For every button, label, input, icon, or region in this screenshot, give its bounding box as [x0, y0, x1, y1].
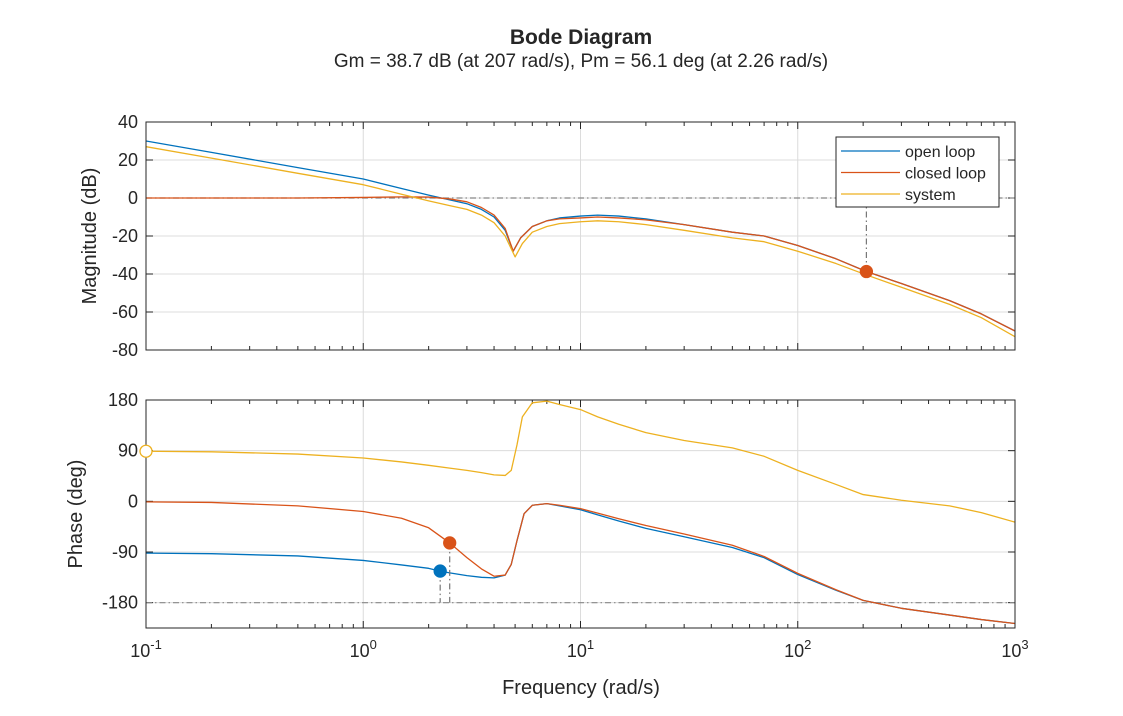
- chart-subtitle: Gm = 38.7 dB (at 207 rad/s), Pm = 56.1 d…: [334, 51, 828, 72]
- x-tick-labels: 10-1 100 101 102 103: [130, 637, 1028, 661]
- legend-label-open-loop: open loop: [905, 144, 975, 161]
- magnitude-axes: 40 20 0 -20 -40 -60 -80 open loop closed loop sys…: [112, 112, 1016, 360]
- magnitude-data: [146, 140, 1015, 338]
- magnitude-series-closed-loop: [146, 196, 1015, 332]
- chart-title: Bode Diagram: [510, 26, 652, 49]
- phase-data: [146, 400, 1015, 625]
- phase-series-system: [146, 400, 1015, 523]
- x-tick-label: 100: [350, 637, 377, 661]
- phase-y-tick-label: -90: [112, 542, 138, 562]
- x-tick-label: 102: [784, 637, 811, 661]
- x-tick-label: 10-1: [130, 637, 162, 661]
- magnitude-y-tick-label: -40: [112, 264, 138, 284]
- phase-series-closed-loop: [146, 501, 1015, 625]
- magnitude-y-tick-label: 20: [118, 150, 138, 170]
- magnitude-y-tick-label: 0: [128, 188, 138, 208]
- magnitude-series-system: [146, 146, 1015, 338]
- magnitude-y-tick-label: -60: [112, 302, 138, 322]
- phase-y-tick-label: -180: [102, 593, 138, 613]
- x-axis-label: Frequency (rad/s): [502, 677, 660, 699]
- magnitude-axes-box: [145, 121, 1016, 351]
- legend-label-closed-loop: closed loop: [905, 166, 986, 183]
- phase-axes: 180 90 0 -90 -180: [102, 390, 1016, 629]
- phase-axes-box: [145, 399, 1016, 629]
- magnitude-y-tick-label: -20: [112, 226, 138, 246]
- x-tick-label: 103: [1001, 637, 1028, 661]
- phase-y-label: Phase (deg): [65, 460, 87, 569]
- phase-y-tick-label: 90: [118, 441, 138, 461]
- magnitude-marker-closed-loop: [859, 264, 874, 279]
- magnitude-y-tick-label: -80: [112, 340, 138, 360]
- phase-marker-system: [139, 444, 153, 458]
- legend-label-system: system: [905, 187, 956, 204]
- legend: open loop closed loop system: [835, 136, 1000, 208]
- phase-marker-open-loop: [433, 564, 447, 578]
- phase-y-tick-label: 180: [108, 390, 138, 410]
- phase-marker-closed-loop: [443, 536, 457, 550]
- phase-y-tick-label: 0: [128, 491, 138, 511]
- x-tick-label: 101: [567, 637, 594, 661]
- magnitude-y-tick-label: 40: [118, 112, 138, 132]
- magnitude-y-label: Magnitude (dB): [79, 168, 101, 305]
